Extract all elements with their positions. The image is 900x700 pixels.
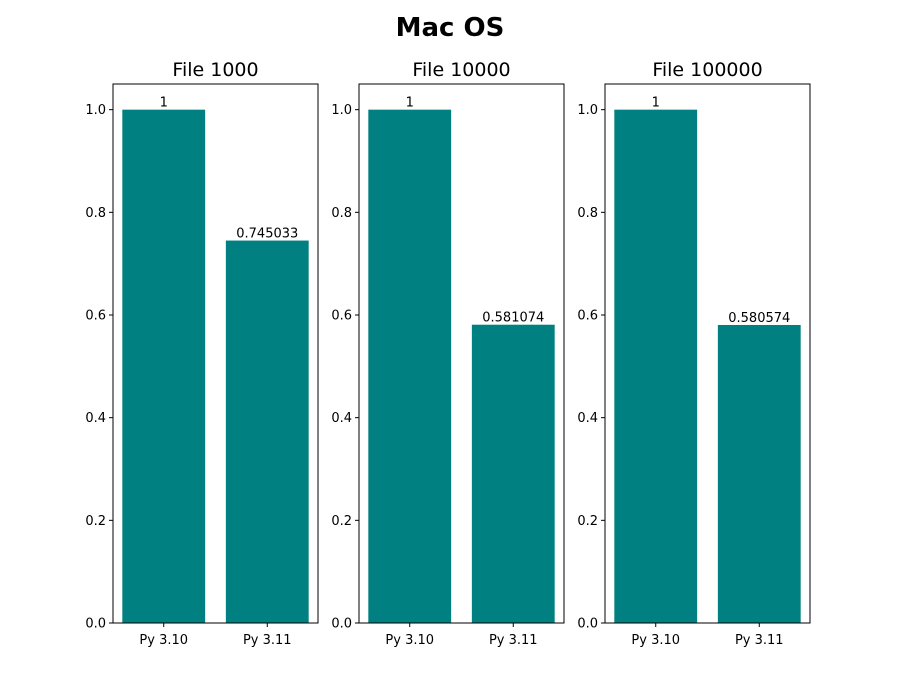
y-tick-label: 1.0 bbox=[331, 103, 352, 118]
y-tick-label: 1.0 bbox=[85, 103, 106, 118]
subplot-2: 1 Py 3.10 0.581074 Py 3.11 0.0 0.2 0.4 0.6 0.8 1.… bbox=[331, 59, 565, 648]
y-tick-label: 0.6 bbox=[577, 309, 598, 324]
bar bbox=[122, 109, 206, 623]
y-tick-label: 0.6 bbox=[85, 309, 106, 324]
bar bbox=[717, 324, 801, 623]
y-tick-label: 0.6 bbox=[331, 309, 352, 324]
x-tick-label: Py 3.10 bbox=[385, 633, 434, 648]
y-tick-label: 0.4 bbox=[85, 411, 106, 426]
axes-frame bbox=[358, 83, 565, 624]
bar-value-label: 0.580574 bbox=[728, 311, 790, 326]
subplot-title: File 10000 bbox=[412, 59, 510, 81]
y-tick-label: 0.8 bbox=[577, 206, 598, 221]
subplot-title: File 100000 bbox=[652, 59, 762, 81]
subplots: 1 Py 3.10 0.745033 Py 3.11 0.0 0.2 0.4 0.6 0.8 1.… bbox=[85, 59, 811, 648]
axes-frame bbox=[604, 83, 811, 624]
subplot-title: File 1000 bbox=[172, 59, 258, 81]
y-tick-label: 0.2 bbox=[577, 514, 598, 529]
y-tick-label: 0.2 bbox=[331, 514, 352, 529]
subplot-3: 1 Py 3.10 0.580574 Py 3.11 0.0 0.2 0.4 0.6 0.8 1.… bbox=[577, 59, 811, 648]
y-tick-label: 0.2 bbox=[85, 514, 106, 529]
y-tick-label: 0.4 bbox=[577, 411, 598, 426]
x-tick-label: Py 3.11 bbox=[489, 633, 538, 648]
bar-value-label: 1 bbox=[160, 96, 168, 111]
y-tick-label: 0.0 bbox=[331, 617, 352, 632]
bar-value-label: 0.581074 bbox=[482, 311, 544, 326]
y-tick-label: 1.0 bbox=[577, 103, 598, 118]
x-tick-label: Py 3.11 bbox=[735, 633, 784, 648]
bar bbox=[225, 240, 309, 623]
y-tick-label: 0.0 bbox=[85, 617, 106, 632]
y-tick-label: 0.8 bbox=[331, 206, 352, 221]
x-tick-label: Py 3.10 bbox=[631, 633, 680, 648]
axes-frame bbox=[112, 83, 319, 624]
bar-value-label: 0.745033 bbox=[236, 227, 298, 242]
y-tick-label: 0.0 bbox=[577, 617, 598, 632]
bar bbox=[471, 324, 555, 623]
bar bbox=[614, 109, 698, 623]
subplot-1: 1 Py 3.10 0.745033 Py 3.11 0.0 0.2 0.4 0.6 0.8 1.… bbox=[85, 59, 319, 648]
bar bbox=[368, 109, 452, 623]
y-tick-label: 0.4 bbox=[331, 411, 352, 426]
y-tick-label: 0.8 bbox=[85, 206, 106, 221]
bar-value-label: 1 bbox=[652, 96, 660, 111]
figure-title: Mac OS bbox=[396, 13, 505, 43]
bar-value-label: 1 bbox=[406, 96, 414, 111]
x-tick-label: Py 3.10 bbox=[139, 633, 188, 648]
x-tick-label: Py 3.11 bbox=[243, 633, 292, 648]
